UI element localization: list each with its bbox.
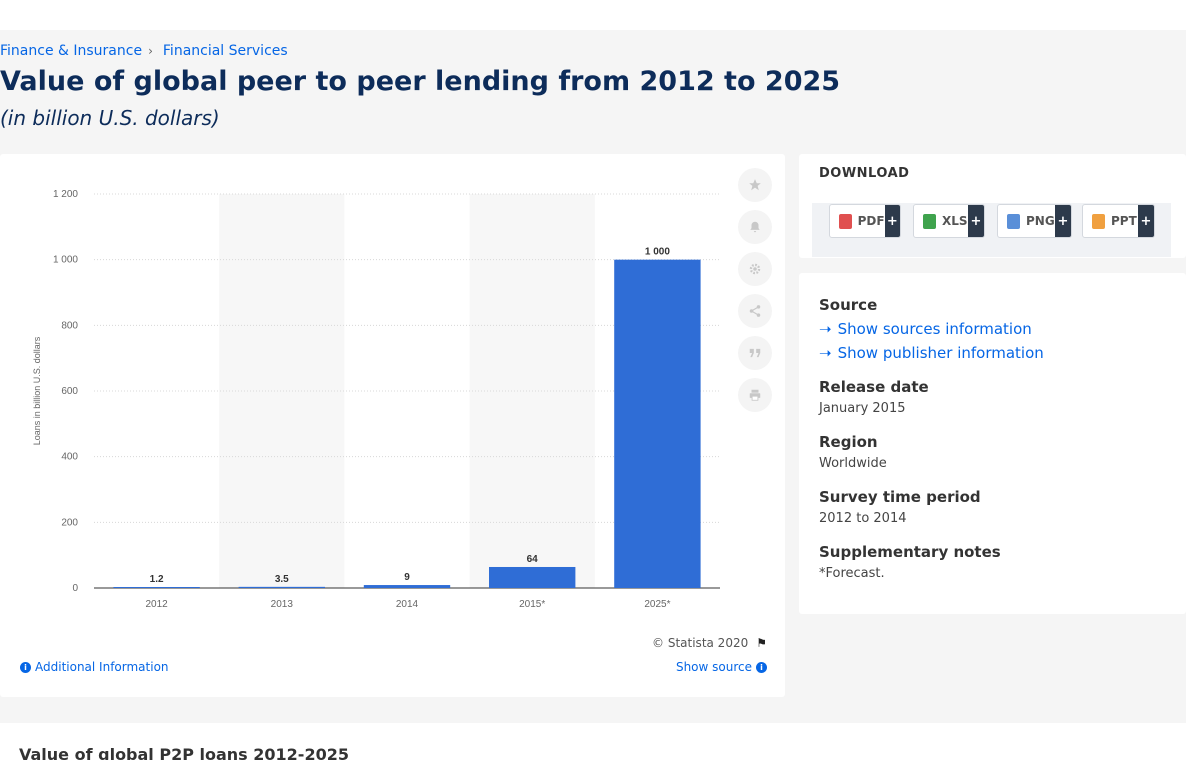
share-icon[interactable] [738, 294, 772, 328]
arrow-right-icon: ➝ [819, 344, 832, 362]
download-title: DOWNLOAD [819, 166, 910, 181]
pdf-file-icon [839, 213, 852, 229]
y-tick-label: 1 200 [53, 189, 78, 200]
category-band [219, 194, 345, 588]
bar-chart: 0 200 400 600 800 1 000 1 200 1.2 2012 3.5 2013 9 20… [32, 189, 720, 610]
copyright-text: © Statista 2020 [652, 636, 749, 650]
star-icon[interactable] [738, 168, 772, 202]
bar [113, 587, 200, 588]
x-tick-label: 2013 [271, 599, 294, 610]
bar [489, 566, 576, 588]
info-icon: i [756, 661, 767, 673]
y-tick-label: 0 [72, 583, 78, 594]
bell-icon[interactable] [738, 210, 772, 244]
show-sources-label: Show sources information [837, 320, 1032, 338]
breadcrumb-financial-services[interactable]: Financial Services [162, 43, 288, 59]
survey-period-heading: Survey time period [819, 488, 981, 506]
gear-icon[interactable] [738, 252, 772, 286]
data-label: 64 [527, 554, 539, 565]
x-tick-label: 2015* [519, 599, 545, 610]
breadcrumb-finance-insurance[interactable]: Finance & Insurance [0, 43, 143, 59]
supplementary-notes-heading: Supplementary notes [819, 543, 1001, 561]
breadcrumb: Finance & Insurance › Financial Services [0, 43, 288, 59]
survey-period-value: 2012 to 2014 [819, 511, 907, 526]
plus-icon: + [968, 205, 984, 237]
download-png-button[interactable]: PNG + [997, 204, 1072, 238]
additional-information-link[interactable]: i Additional Information [20, 660, 169, 674]
xls-file-icon [923, 213, 936, 229]
chevron-right-icon: › [148, 44, 153, 58]
additional-information-label: Additional Information [35, 660, 169, 674]
data-label: 1 000 [645, 247, 670, 258]
printer-icon[interactable] [738, 378, 772, 412]
copyright: © Statista 2020 ⚑ [652, 636, 767, 650]
meta-card: Source ➝ Show sources information ➝ Show… [799, 273, 1186, 614]
ppt-label: PPT [1111, 214, 1137, 228]
png-label: PNG [1026, 214, 1055, 228]
pdf-label: PDF [857, 214, 885, 228]
bar [238, 586, 325, 588]
supplementary-notes-value: *Forecast. [819, 566, 885, 581]
show-sources-link[interactable]: ➝ Show sources information [819, 320, 1032, 338]
download-xls-button[interactable]: XLS + [913, 204, 985, 238]
x-tick-label: 2025* [644, 599, 670, 610]
y-tick-label: 400 [61, 452, 78, 463]
page-subtitle: (in billion U.S. dollars) [0, 106, 220, 130]
top-bar [0, 0, 1186, 30]
plus-icon: + [1138, 205, 1154, 237]
page-title: Value of global peer to peer lending fro… [0, 66, 841, 97]
show-publisher-link[interactable]: ➝ Show publisher information [819, 344, 1044, 362]
download-ppt-button[interactable]: PPT + [1082, 204, 1155, 238]
show-source-link[interactable]: Show source i [676, 660, 767, 674]
x-tick-label: 2012 [145, 599, 168, 610]
data-label: 9 [404, 572, 410, 583]
quote-icon[interactable] [738, 336, 772, 370]
data-label: 1.2 [150, 574, 164, 585]
xls-label: XLS [942, 214, 968, 228]
region-heading: Region [819, 433, 878, 451]
show-source-label: Show source [675, 660, 752, 674]
bar [363, 585, 451, 588]
y-tick-label: 200 [61, 517, 78, 528]
plus-icon: + [1055, 205, 1071, 237]
y-tick-label: 600 [61, 386, 78, 397]
y-tick-label: 1 000 [53, 255, 78, 266]
y-tick-label: 800 [61, 320, 78, 331]
bar [614, 259, 701, 588]
release-date-heading: Release date [819, 378, 929, 396]
download-pdf-button[interactable]: PDF + [829, 204, 901, 238]
chart-card: 0 200 400 600 800 1 000 1 200 1.2 2012 3.5 2013 9 20… [0, 154, 785, 697]
x-tick-label: 2014 [396, 599, 419, 610]
ppt-file-icon [1092, 213, 1105, 229]
bottom-card: Value of global P2P loans 2012-2025 [0, 723, 1186, 760]
download-card: DOWNLOAD PDF + XLS + PNG + PPT + [799, 154, 1186, 258]
region-value: Worldwide [819, 456, 887, 471]
bottom-title: Value of global P2P loans 2012-2025 [19, 745, 349, 760]
release-date-value: January 2015 [819, 401, 906, 416]
plus-icon: + [884, 205, 900, 237]
show-publisher-label: Show publisher information [837, 344, 1044, 362]
info-icon: i [20, 661, 31, 673]
y-axis-label: Loans in billion U.S. dollars [32, 336, 42, 445]
png-file-icon [1007, 213, 1020, 229]
flag-icon[interactable]: ⚑ [756, 636, 767, 650]
data-label: 3.5 [275, 574, 289, 585]
source-heading: Source [819, 296, 878, 314]
arrow-right-icon: ➝ [819, 320, 832, 338]
